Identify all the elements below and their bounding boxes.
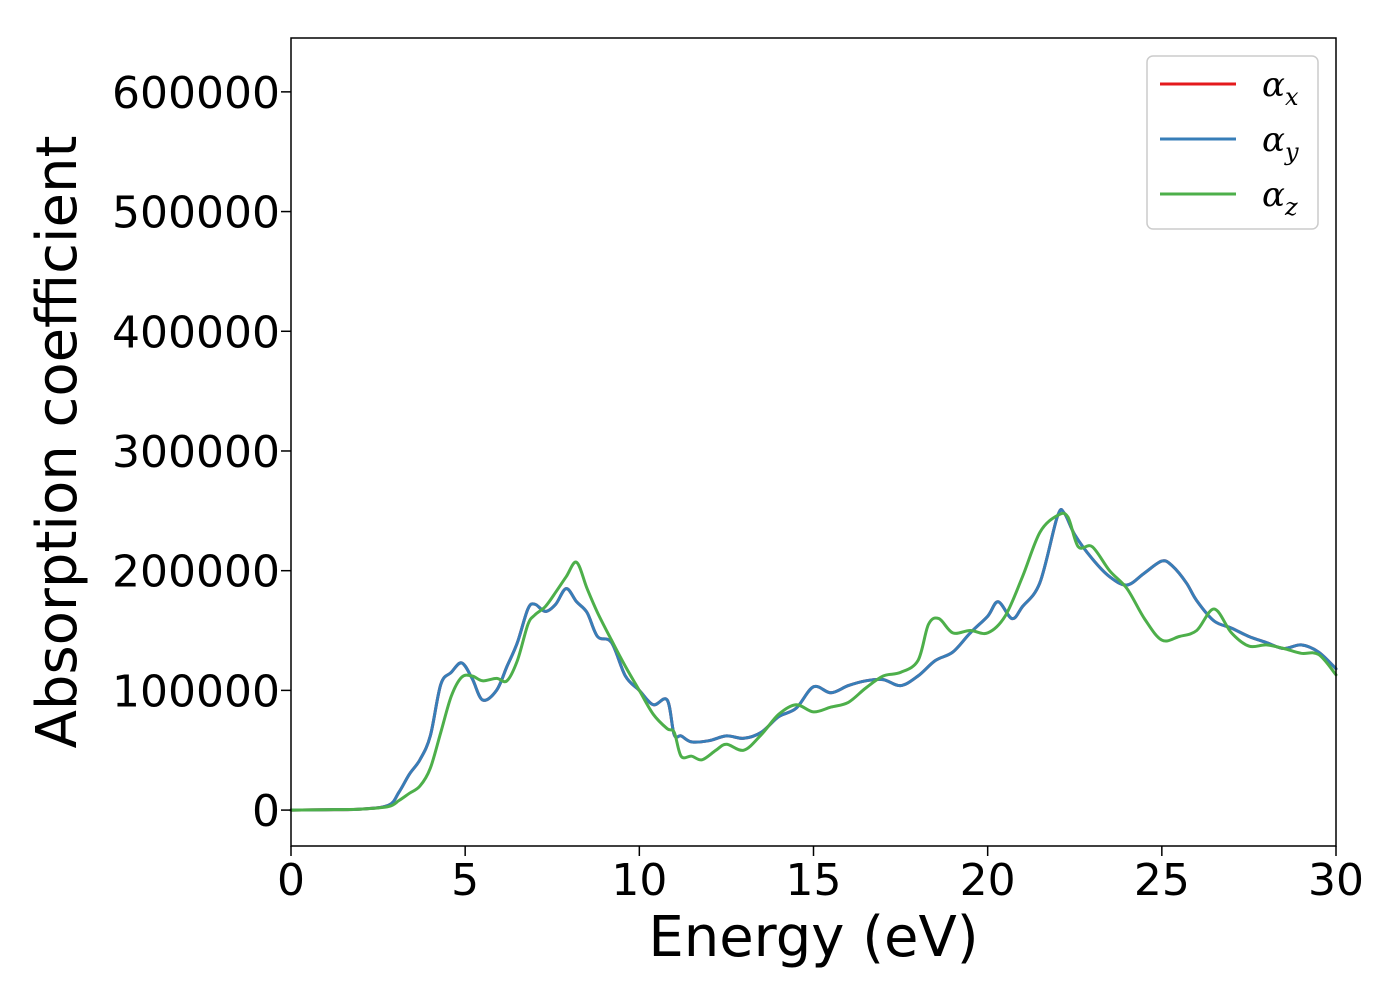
series-layer <box>289 508 1338 812</box>
legend-label-base: α <box>1262 175 1285 215</box>
x-tick-label: 20 <box>960 855 1016 906</box>
x-tick-label: 30 <box>1308 855 1364 906</box>
x-tick-label: 15 <box>786 855 842 906</box>
x-tick-label: 25 <box>1134 855 1190 906</box>
x-tick-label: 0 <box>277 855 305 906</box>
legend-label-base: α <box>1262 120 1285 160</box>
series-line-z <box>289 511 1338 812</box>
legend-label-subscript: y <box>1284 138 1299 166</box>
y-tick-label: 300000 <box>112 427 280 478</box>
y-axis-label: Absorption coefficient <box>25 136 90 749</box>
x-axis-label: Energy (eV) <box>648 905 978 970</box>
y-tick-label: 500000 <box>112 188 280 239</box>
y-tick-label: 100000 <box>112 666 280 717</box>
legend-label-base: α <box>1262 65 1285 105</box>
x-tick-label: 10 <box>611 855 667 906</box>
legend-label-z: αz <box>1262 175 1298 221</box>
y-tick-label: 600000 <box>112 68 280 119</box>
legend-label-x: αx <box>1262 65 1299 111</box>
x-axis: 0 5 10 15 20 25 30 <box>277 846 1364 906</box>
legend-label-subscript: x <box>1285 83 1299 111</box>
y-axis: 0 100000 200000 300000 400000 500000 600000 <box>112 68 291 837</box>
y-tick-label: 200000 <box>112 547 280 598</box>
legend-box <box>1146 55 1319 230</box>
legend-label-subscript: z <box>1284 193 1298 221</box>
legend-label-y: αy <box>1262 120 1299 166</box>
y-tick-label: 400000 <box>112 307 280 358</box>
y-tick-label: 0 <box>252 786 280 837</box>
x-tick-label: 5 <box>451 855 479 906</box>
